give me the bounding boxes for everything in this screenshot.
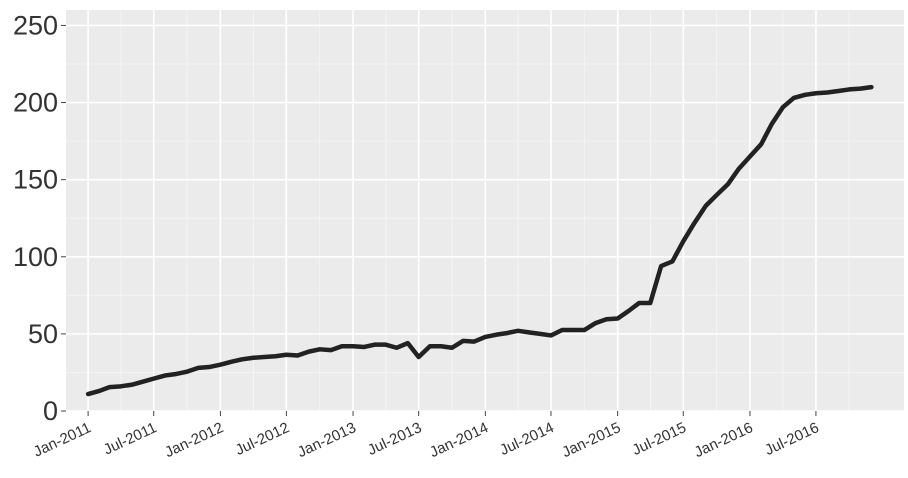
x-tick-label: Jul-2014 xyxy=(497,419,556,459)
data-point xyxy=(262,355,266,359)
data-point xyxy=(196,366,200,370)
data-point xyxy=(461,339,465,343)
data-point xyxy=(362,345,366,349)
y-tick-label: 250 xyxy=(13,10,58,40)
data-point xyxy=(163,374,167,378)
data-point xyxy=(450,346,454,350)
data-point xyxy=(218,363,222,367)
data-point xyxy=(174,372,178,376)
data-point xyxy=(748,155,752,159)
data-point xyxy=(737,167,741,171)
data-point xyxy=(781,105,785,109)
data-point xyxy=(251,356,255,360)
data-point xyxy=(372,343,376,347)
y-tick-label: 0 xyxy=(43,396,58,426)
data-point xyxy=(571,328,575,332)
x-tick-label: Jul-2011 xyxy=(101,419,159,458)
major-gridlines xyxy=(66,10,904,412)
data-point xyxy=(847,87,851,91)
data-point xyxy=(417,355,421,359)
data-point xyxy=(152,377,156,381)
data-point xyxy=(340,344,344,348)
data-point xyxy=(659,264,663,268)
data-point xyxy=(207,365,211,369)
data-point xyxy=(296,353,300,357)
x-tick-label: Jan-2014 xyxy=(427,419,491,461)
x-tick-label: Jul-2015 xyxy=(630,419,689,459)
series-line xyxy=(85,84,874,397)
data-point xyxy=(538,332,542,336)
y-tick-label: 50 xyxy=(28,319,58,349)
x-tick-label: Jan-2013 xyxy=(295,419,359,461)
y-axis: 0 50 100 150 200 250 xyxy=(13,10,66,426)
data-point xyxy=(670,259,674,263)
data-point xyxy=(230,360,234,364)
data-point xyxy=(549,333,553,337)
data-point xyxy=(648,301,652,305)
data-point xyxy=(594,321,598,325)
data-point xyxy=(318,347,322,351)
x-tick-label: Jul-2013 xyxy=(365,419,424,459)
y-tick-label: 200 xyxy=(13,88,58,118)
data-point xyxy=(825,91,829,95)
x-tick-label: Jan-2011 xyxy=(31,419,94,460)
data-point xyxy=(704,204,708,208)
x-axis: Jan-2011 Jul-2011 Jan-2012 Jul-2012 Jan-2013… xyxy=(31,411,822,461)
x-tick-label: Jul-2016 xyxy=(762,419,821,459)
data-point xyxy=(859,87,863,91)
data-point xyxy=(715,193,719,197)
data-point xyxy=(240,357,244,361)
data-point xyxy=(384,343,388,347)
data-point xyxy=(527,330,531,334)
data-point xyxy=(274,354,278,358)
data-point xyxy=(495,333,499,337)
data-point xyxy=(505,331,509,335)
y-tick-label: 150 xyxy=(13,165,58,195)
data-point xyxy=(681,239,685,243)
data-point xyxy=(86,392,90,396)
data-point xyxy=(792,96,796,100)
data-point xyxy=(483,335,487,339)
data-point xyxy=(582,328,586,332)
x-tick-label: Jan-2012 xyxy=(162,419,226,461)
data-point xyxy=(616,316,620,320)
data-point xyxy=(97,389,101,393)
data-point xyxy=(560,328,564,332)
data-point xyxy=(759,142,763,146)
data-point xyxy=(107,385,111,389)
data-point xyxy=(803,93,807,97)
data-point xyxy=(284,353,288,357)
data-point xyxy=(406,341,410,345)
data-point xyxy=(693,221,697,225)
data-point xyxy=(119,384,123,388)
data-point xyxy=(516,329,520,333)
data-point xyxy=(439,344,443,348)
x-tick-label: Jan-2016 xyxy=(692,419,756,461)
data-point xyxy=(307,350,311,354)
data-point xyxy=(814,91,818,95)
data-point xyxy=(627,309,631,313)
data-point xyxy=(726,182,730,186)
data-point xyxy=(604,317,608,321)
data-point xyxy=(130,383,134,387)
x-tick-label: Jan-2015 xyxy=(559,419,623,461)
data-point xyxy=(472,340,476,344)
data-point xyxy=(141,380,145,384)
data-point xyxy=(869,85,873,89)
data-point xyxy=(836,89,840,93)
data-point xyxy=(770,122,774,126)
x-tick-label: Jul-2012 xyxy=(233,419,292,459)
y-tick-label: 100 xyxy=(13,242,58,272)
data-point xyxy=(428,344,432,348)
data-point xyxy=(395,346,399,350)
data-point xyxy=(351,344,355,348)
data-point xyxy=(637,301,641,305)
data-point xyxy=(329,348,333,352)
data-point xyxy=(185,370,189,374)
